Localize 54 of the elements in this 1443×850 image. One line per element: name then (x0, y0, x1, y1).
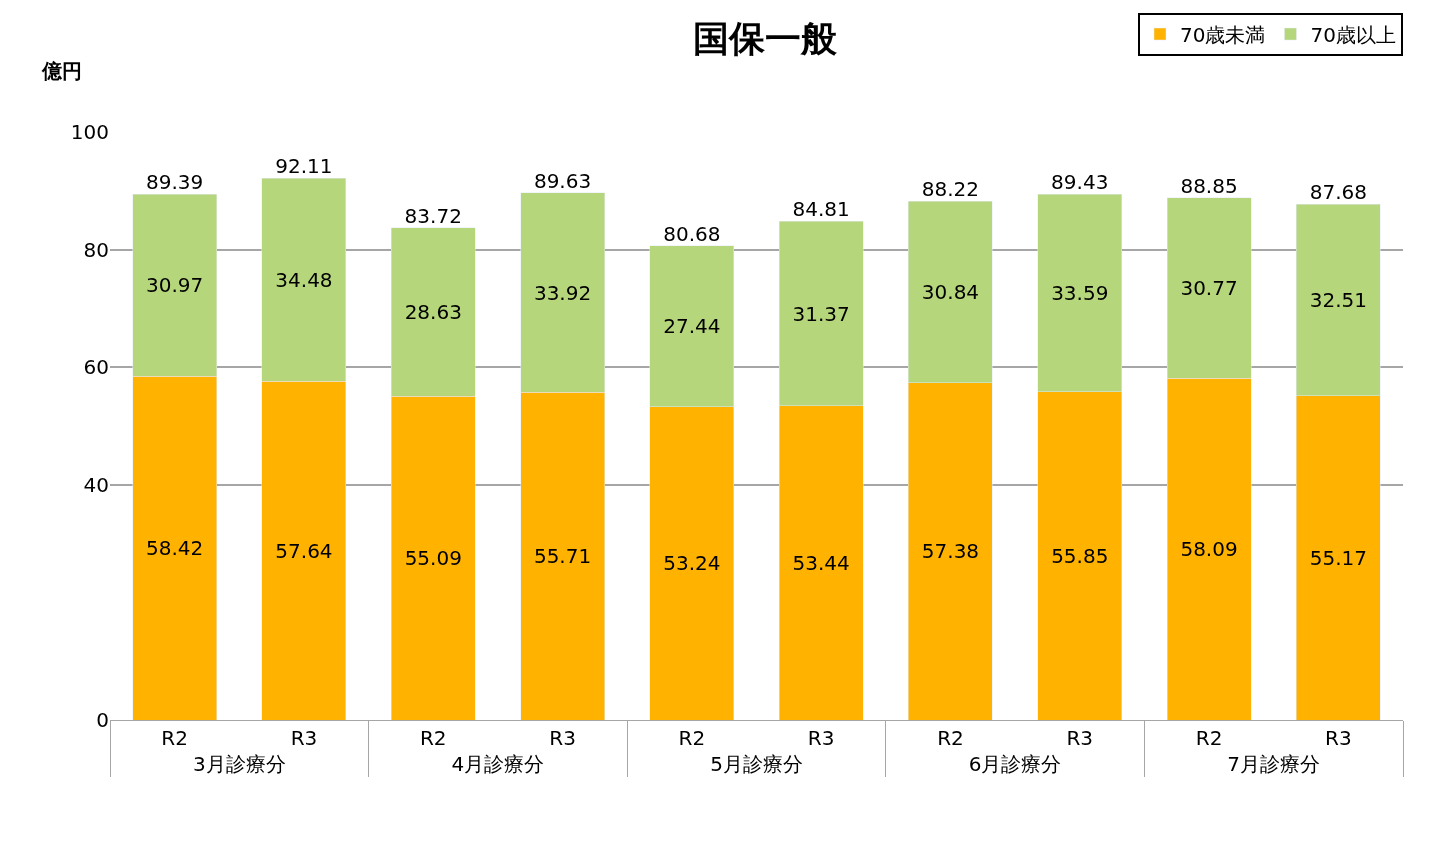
data-label: 32.51 (1309, 288, 1367, 313)
x-tick-label: R3 (290, 726, 318, 750)
legend-label: 70歳以上 (1310, 22, 1396, 47)
y-tick-label: 40 (83, 472, 109, 497)
data-label: 30.97 (146, 273, 204, 298)
x-tick-label: R3 (1066, 726, 1094, 750)
text: 6月診療分 (968, 752, 1062, 776)
total-label: 92.11 (275, 154, 333, 179)
data-label: 31.37 (792, 301, 850, 326)
total-label: 83.72 (404, 203, 462, 228)
y-tick-label: 100 (70, 120, 109, 144)
x-tick-label: R3 (807, 726, 835, 750)
data-label: 58.42 (146, 536, 204, 561)
total-label: 80.68 (663, 221, 721, 246)
data-label: 55.17 (1309, 545, 1367, 570)
total-label: 87.68 (1309, 180, 1367, 205)
text: 4月診療分 (451, 752, 545, 776)
x-tick-label: R2 (678, 726, 706, 750)
total-label: 84.81 (792, 197, 850, 222)
total-label: 89.43 (1051, 170, 1109, 195)
data-label: 55.71 (533, 544, 592, 569)
x-tick-label: R3 (549, 726, 576, 750)
data-label: 30.84 (921, 279, 980, 304)
total-label: 88.22 (921, 177, 980, 202)
chart-title: 国保一般 (692, 17, 838, 59)
legend-label: 70歳未満 (1180, 22, 1266, 47)
text: 7月診療分 (1227, 752, 1321, 776)
x-tick-label: R3 (1325, 726, 1352, 750)
x-tick-label: R2 (1195, 726, 1223, 750)
total-label: 88.85 (1180, 173, 1238, 198)
data-label: 58.09 (1180, 537, 1238, 562)
data-label: 27.44 (663, 314, 721, 339)
data-label: 55.85 (1051, 543, 1109, 568)
data-label: 53.24 (663, 551, 721, 576)
data-label: 57.38 (921, 539, 980, 564)
total-label: 89.63 (533, 168, 592, 193)
data-label: 30.77 (1180, 275, 1238, 300)
x-tick-label: R2 (419, 726, 447, 750)
data-label: 57.64 (275, 538, 333, 563)
data-label: 28.63 (404, 299, 462, 324)
x-tick-label: R2 (937, 726, 964, 750)
text: 5月診療分 (710, 752, 803, 776)
y-tick-label: 60 (83, 355, 109, 380)
data-label: 34.48 (275, 267, 333, 292)
total-label: 89.39 (146, 170, 204, 195)
data-label: 55.09 (404, 546, 462, 571)
y-tick-label: 0 (96, 708, 109, 732)
data-label: 53.44 (792, 550, 850, 575)
text: 3月診療分 (192, 752, 286, 776)
y-axis-title: 億円 (41, 59, 82, 83)
y-tick-label: 80 (83, 237, 109, 262)
data-label: 33.59 (1051, 280, 1109, 305)
data-label: 33.92 (533, 280, 592, 305)
x-tick-label: R2 (161, 726, 188, 750)
